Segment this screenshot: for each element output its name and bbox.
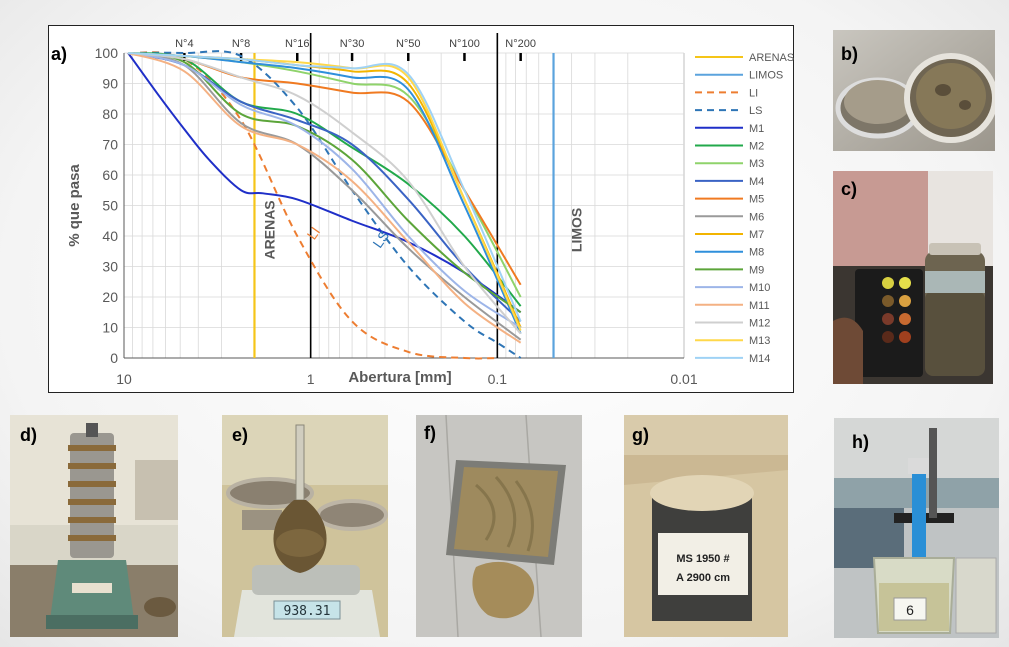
panel-label-d: d)	[20, 425, 37, 445]
photo-c-art	[833, 171, 993, 384]
series-line-m14	[128, 52, 522, 322]
series-line-m5	[128, 52, 522, 286]
legend-label-m7: M7	[749, 229, 764, 241]
panel-label-b: b)	[841, 44, 858, 64]
y-tick-label: 50	[102, 198, 118, 214]
y-tick-label: 70	[102, 137, 118, 153]
panel-label-a: a)	[51, 44, 68, 64]
photo-b-art	[833, 30, 995, 151]
series-line-m7	[128, 52, 522, 328]
panel-label-c: c)	[841, 179, 858, 199]
beaker-label: 6	[906, 602, 914, 618]
sieve-label: N°4	[175, 38, 193, 50]
series-line-m6	[127, 52, 522, 341]
series-line-m2	[128, 52, 522, 307]
annotation-ls: LS	[369, 228, 392, 251]
photo-g-art: MS 1950 # A 2900 cm	[624, 415, 788, 637]
x-tick-label: 0.1	[488, 371, 508, 387]
series-line-m12	[128, 52, 522, 335]
chart-panel: N°4 N°8 N°16 N°30 N°50 N°100 N°200 0 10 20 30 40 50 6…	[48, 25, 794, 393]
y-tick-label: 40	[102, 228, 118, 244]
legend-label-limos: LIMOS	[749, 70, 783, 82]
legend-label-ls: LS	[749, 105, 762, 117]
boundary-label-arenas: ARENAS	[261, 200, 277, 259]
panel-label-e: e)	[232, 425, 249, 445]
x-axis-label: Abertura [mm]	[348, 369, 451, 386]
x-tick-label: 10	[116, 371, 132, 387]
legend-label-m3: M3	[749, 158, 764, 170]
panel-label-h: h)	[852, 432, 869, 452]
y-axis-label: % que pasa	[66, 164, 83, 247]
panel-label-f: f)	[424, 423, 436, 443]
series-line-m10	[127, 52, 522, 329]
legend-label-m8: M8	[749, 247, 764, 259]
sieve-label: N°16	[285, 38, 310, 50]
photo-d-sieve-shaker: d)	[10, 415, 178, 637]
series-line-m11	[127, 52, 522, 344]
legend-label-m14: M14	[749, 353, 770, 365]
y-tick-label: 90	[102, 76, 118, 92]
y-tick-label: 100	[95, 45, 119, 61]
series-line-m9	[127, 52, 522, 314]
sieve-label: N°200	[505, 38, 536, 50]
photo-e-flask-scale: 938.31 e)	[222, 415, 388, 637]
legend-label-m4: M4	[749, 176, 764, 188]
scale-display: 938.31	[284, 604, 331, 619]
sieve-label: N°30	[340, 38, 365, 50]
y-tick-label: 30	[102, 259, 118, 275]
photo-f-art	[416, 415, 582, 637]
legend-label-m12: M12	[749, 318, 770, 330]
can-text-1: MS 1950 #	[676, 553, 729, 565]
sieve-label: N°50	[396, 38, 421, 50]
y-tick-label: 20	[102, 289, 118, 305]
legend-label-m13: M13	[749, 335, 770, 347]
x-tick-label: 0.01	[670, 371, 697, 387]
legend-label-m1: M1	[749, 123, 764, 135]
x-tick-label: 1	[307, 371, 315, 387]
y-tick-label: 0	[110, 350, 118, 366]
legend-label-m9: M9	[749, 264, 764, 276]
photo-c-color-chart: c)	[833, 171, 993, 384]
boundary-label-limos: LIMOS	[569, 208, 585, 252]
photo-h-art: 6	[834, 418, 999, 638]
photo-g-sample-can: MS 1950 # A 2900 cm g)	[624, 415, 788, 637]
annotation-li: LI	[303, 224, 323, 243]
y-tick-label: 10	[102, 320, 118, 336]
photo-d-art	[10, 415, 178, 637]
legend-label-m6: M6	[749, 211, 764, 223]
y-tick-label: 60	[102, 167, 118, 183]
series-line-m1	[127, 52, 522, 314]
panel-label-g: g)	[632, 425, 649, 445]
grain-size-chart: N°4 N°8 N°16 N°30 N°50 N°100 N°200 0 10 20 30 40 50 6…	[66, 33, 794, 387]
legend-label-m5: M5	[749, 194, 764, 206]
legend-label-arenas: ARENAS	[749, 52, 794, 64]
photo-h-ph-meter: 6 h)	[834, 418, 999, 638]
sieve-label: N°8	[232, 38, 250, 50]
legend-label-li: LI	[749, 87, 758, 99]
series-line-ls	[128, 50, 522, 359]
y-tick-label: 80	[102, 106, 118, 122]
legend-label-m11: M11	[749, 300, 770, 312]
legend-label-m2: M2	[749, 141, 764, 153]
can-text-2: A 2900 cm	[676, 572, 730, 584]
photo-f-mud-tray: f)	[416, 415, 582, 637]
photo-b-sieve-pans: b)	[833, 30, 995, 151]
photo-e-art: 938.31	[222, 415, 388, 637]
sieve-label: N°100	[449, 38, 480, 50]
legend-label-m10: M10	[749, 282, 770, 294]
